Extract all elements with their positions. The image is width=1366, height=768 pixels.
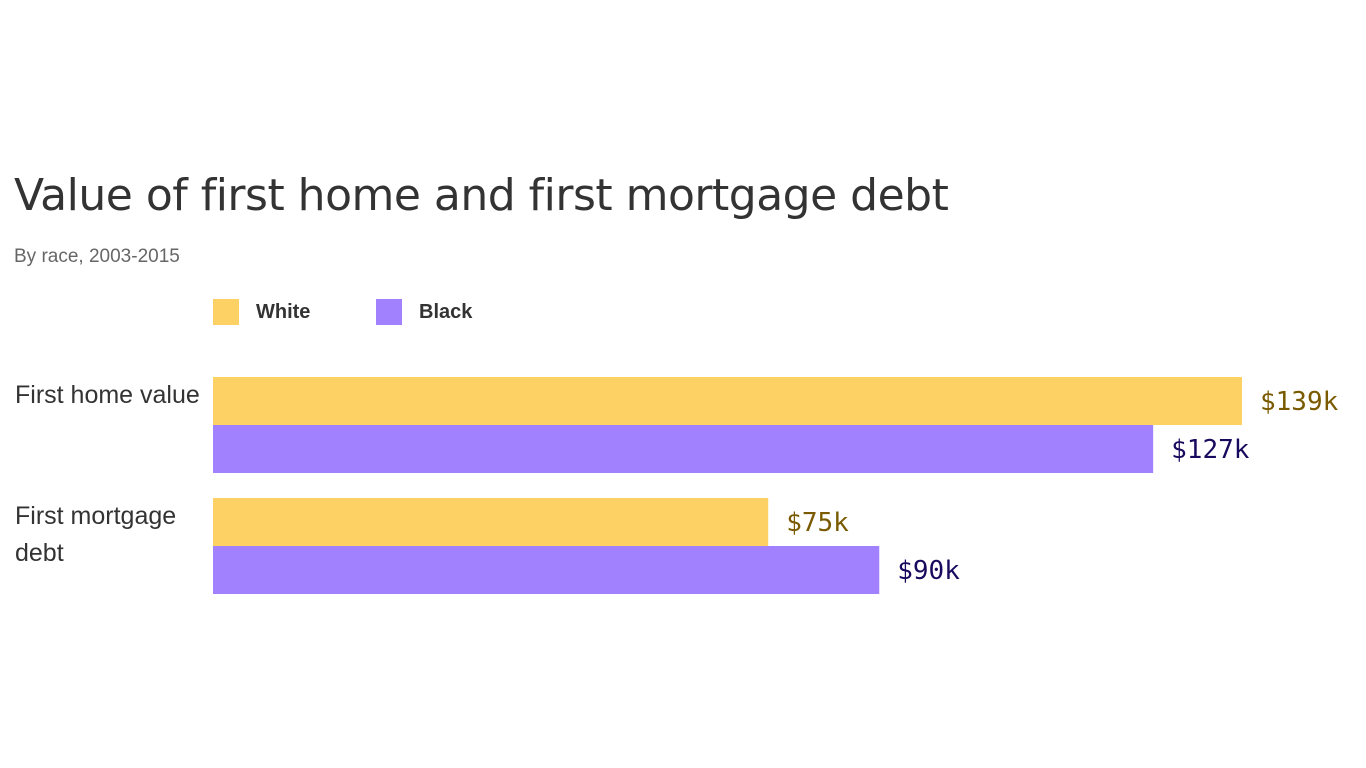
legend-swatch-black [376,299,402,325]
chart-subtitle: By race, 2003-2015 [14,246,180,267]
legend-item-black: Black [376,299,472,325]
bar-white-1 [213,498,769,546]
category-label-first-mortgage-debt: First mortgage debt [15,502,177,567]
legend-label-black: Black [419,300,473,323]
legend-label-white: White [256,300,311,323]
category-label-first-home-value: First home value [15,381,200,409]
bar-black-0 [213,425,1154,473]
chart-title: Value of first home and first mortgage d… [14,170,949,221]
value-label-white-1: $75k [786,508,849,538]
value-label-white-0: $139k [1260,387,1339,417]
legend-item-white: White [213,299,310,325]
legend-swatch-white [213,299,239,325]
value-label-black-1: $90k [897,556,960,586]
value-label-black-0: $127k [1171,435,1250,465]
bar-white-0 [213,377,1242,425]
bar-black-1 [213,546,880,594]
